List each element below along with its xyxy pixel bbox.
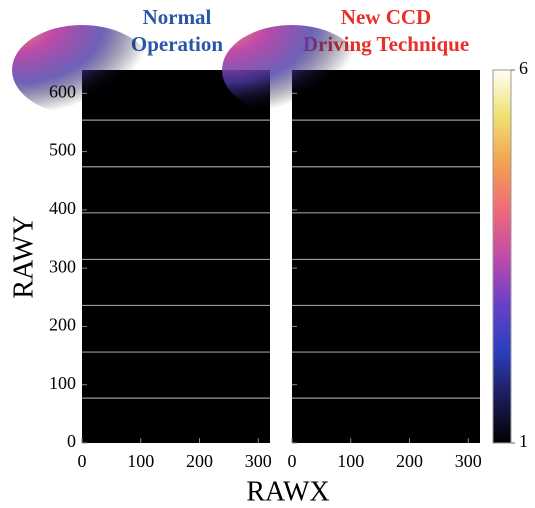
x-tick-label: 100 <box>127 451 154 471</box>
colorbar-tick-label: 1 <box>519 431 528 451</box>
x-tick-label: 300 <box>245 451 272 471</box>
x-tick-label: 0 <box>78 451 87 471</box>
x-tick-label: 0 <box>288 451 297 471</box>
colorbar-tick-label: 6 <box>519 58 528 78</box>
x-axis-label: RAWX <box>246 476 329 507</box>
hot-region <box>222 25 362 115</box>
y-tick-label: 0 <box>67 431 76 451</box>
panel-title: Normal Operation <box>130 5 224 56</box>
x-tick-label: 200 <box>186 451 213 471</box>
y-tick-label: 200 <box>49 315 76 335</box>
y-tick-label: 400 <box>49 198 76 218</box>
heatmap-background <box>82 70 270 443</box>
y-axis-label: RAWY <box>8 215 39 298</box>
colorbar <box>492 69 512 444</box>
x-tick-label: 200 <box>396 451 423 471</box>
x-tick-label: 100 <box>337 451 364 471</box>
y-tick-label: 300 <box>49 256 76 276</box>
y-tick-label: 500 <box>49 140 76 160</box>
heatmap-background <box>292 70 480 443</box>
y-tick-label: 100 <box>49 373 76 393</box>
hot-region <box>12 25 152 115</box>
x-tick-label: 300 <box>455 451 482 471</box>
y-tick-label: 600 <box>49 81 76 101</box>
